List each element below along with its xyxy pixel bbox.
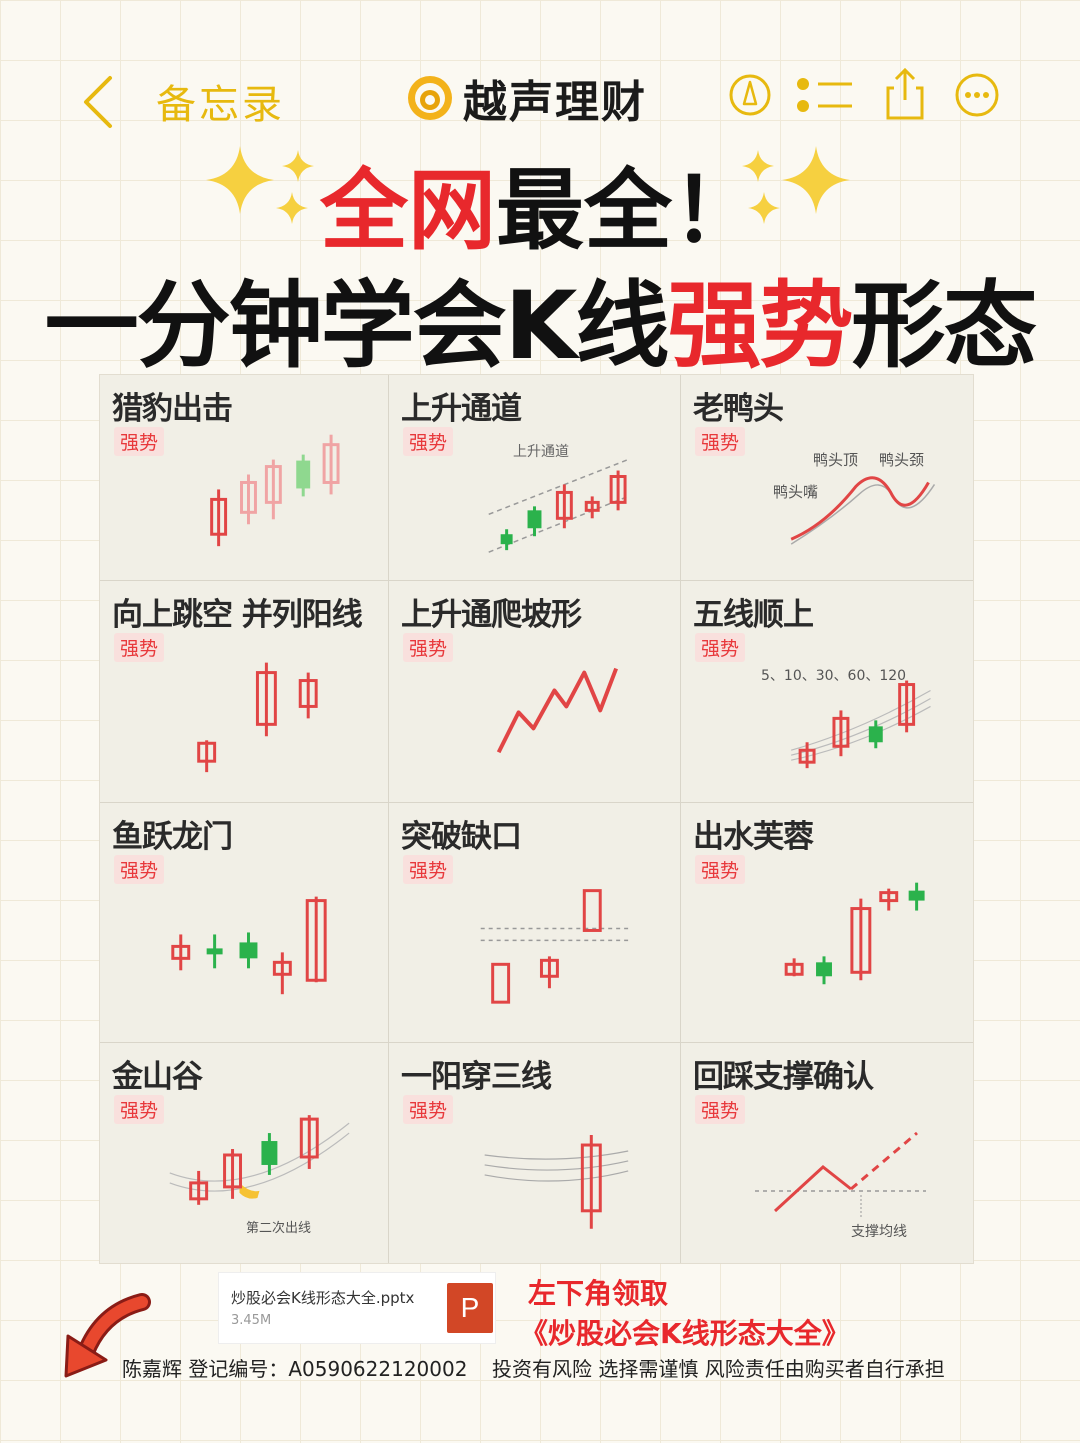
sparkle-icon — [206, 146, 314, 224]
candlestick-figure — [171, 896, 327, 995]
pattern-title: 金山谷 — [112, 1059, 203, 1095]
checklist-icon[interactable] — [794, 70, 856, 120]
brand: 越声理财 — [405, 68, 647, 128]
pattern-card: 向上跳空 并列阳线 强势 — [100, 581, 389, 803]
chart-annotation: 鸭头顶 — [813, 451, 859, 469]
strength-badge: 强势 — [114, 427, 165, 456]
strength-badge: 强势 — [403, 1095, 454, 1124]
strength-badge: 强势 — [114, 633, 165, 662]
strength-badge: 强势 — [695, 633, 746, 662]
powerpoint-icon: P — [447, 1283, 493, 1333]
pattern-title: 五线顺上 — [693, 597, 814, 633]
chart-annotation: 鸭头颈 — [879, 451, 925, 469]
pattern-card: 出水芙蓉 强势 — [681, 803, 973, 1043]
pattern-title: 出水芙蓉 — [693, 819, 814, 855]
headline-text: 一分钟学会K线 — [44, 272, 670, 381]
pattern-grid: 猎豹出击 强势 上升通道 强势 上升通道 — [99, 374, 974, 1264]
back-chevron-icon[interactable] — [80, 74, 120, 130]
pattern-title: 鱼跃龙门 — [112, 819, 233, 855]
headline-text: 形态 — [851, 272, 1037, 381]
candlestick-figure — [169, 1115, 350, 1205]
chart-annotation: 第二次出线 — [246, 1221, 312, 1236]
pattern-title: 突破缺口 — [401, 819, 522, 855]
sparkle-icon — [742, 146, 850, 224]
file-name: 炒股必会K线形态大全.pptx — [231, 1289, 415, 1307]
strength-badge: 强势 — [403, 855, 454, 884]
strength-badge: 强势 — [403, 633, 454, 662]
more-options-icon[interactable] — [954, 70, 1000, 120]
line-figure — [496, 667, 618, 754]
candlestick-figure — [784, 882, 925, 985]
line-figure — [790, 476, 936, 545]
headline-line-2: 一分钟学会K线强势形态 — [0, 250, 1080, 386]
file-attachment[interactable]: 炒股必会K线形态大全.pptx 3.45M P — [218, 1272, 496, 1344]
pen-markup-icon[interactable] — [728, 70, 772, 120]
chart-annotation: 上升通道 — [513, 444, 569, 460]
pattern-title: 上升通道 — [401, 391, 522, 427]
chart-annotation: 5、10、30、60、120 — [761, 668, 907, 684]
candlestick-figure — [484, 1135, 629, 1229]
candlestick-figure — [488, 458, 629, 553]
pattern-card: 突破缺口 强势 — [389, 803, 681, 1043]
strength-badge: 强势 — [114, 1095, 165, 1124]
curved-arrow-icon — [64, 1293, 151, 1378]
pattern-card: 回踩支撑确认 强势 支撑均线 — [681, 1043, 973, 1263]
strength-badge: 强势 — [403, 427, 454, 456]
pattern-card: 老鸭头 强势 鸭头顶 鸭头颈 鸭头嘴 — [681, 375, 973, 581]
candlestick-figure — [480, 889, 629, 1004]
pattern-title: 回踩支撑确认 — [693, 1059, 874, 1095]
candlestick-figure — [197, 662, 318, 773]
promo-text: 左下角领取 — [528, 1277, 669, 1310]
risk-disclaimer: 投资有风险 选择需谨慎 风险责任由购买者自行承担 — [492, 1357, 945, 1381]
pattern-title: 一阳穿三线 — [401, 1059, 552, 1095]
pattern-title: 向上跳空 并列阳线 — [112, 597, 363, 633]
share-icon[interactable] — [884, 64, 926, 122]
strength-badge: 强势 — [695, 855, 746, 884]
file-size: 3.45M — [231, 1313, 272, 1328]
pattern-title: 上升通爬坡形 — [401, 597, 582, 633]
headline-highlight: 强势 — [667, 272, 853, 381]
pattern-card: 上升通道 强势 上升通道 — [389, 375, 681, 581]
strength-badge: 强势 — [695, 1095, 746, 1124]
candlestick-figure — [790, 680, 931, 769]
pattern-title: 猎豹出击 — [112, 391, 233, 427]
registration-info: 陈嘉辉 登记编号：A0590622120002 — [122, 1357, 468, 1381]
pattern-card: 上升通爬坡形 强势 — [389, 581, 681, 803]
pattern-card: 一阳穿三线 强势 — [389, 1043, 681, 1263]
pattern-card: 五线顺上 强势 5、10、30、60、120 — [681, 581, 973, 803]
headline-highlight: 全网 — [319, 159, 496, 262]
pattern-card: 鱼跃龙门 强势 — [100, 803, 389, 1043]
chart-annotation: 支撑均线 — [851, 1224, 907, 1240]
brand-logo-icon — [408, 76, 452, 120]
pattern-card: 猎豹出击 强势 — [100, 375, 389, 581]
promo-title: 《炒股必会K线形态大全》 — [520, 1317, 850, 1350]
pattern-title: 老鸭头 — [693, 391, 784, 427]
back-button[interactable]: 备忘录 — [156, 82, 285, 128]
line-figure — [755, 1131, 926, 1218]
headline-text: 最全！ — [496, 159, 761, 262]
strength-badge: 强势 — [114, 855, 165, 884]
strength-badge: 强势 — [695, 427, 746, 456]
top-bar: 备忘录 越声理财 — [0, 60, 1080, 135]
brand-name: 越声理财 — [463, 77, 647, 128]
chart-annotation: 鸭头嘴 — [773, 483, 819, 501]
pattern-card: 金山谷 强势 第二次出线 — [100, 1043, 389, 1263]
candlestick-figure — [210, 434, 340, 547]
headline-line-1: 全网最全！ — [0, 140, 1080, 267]
